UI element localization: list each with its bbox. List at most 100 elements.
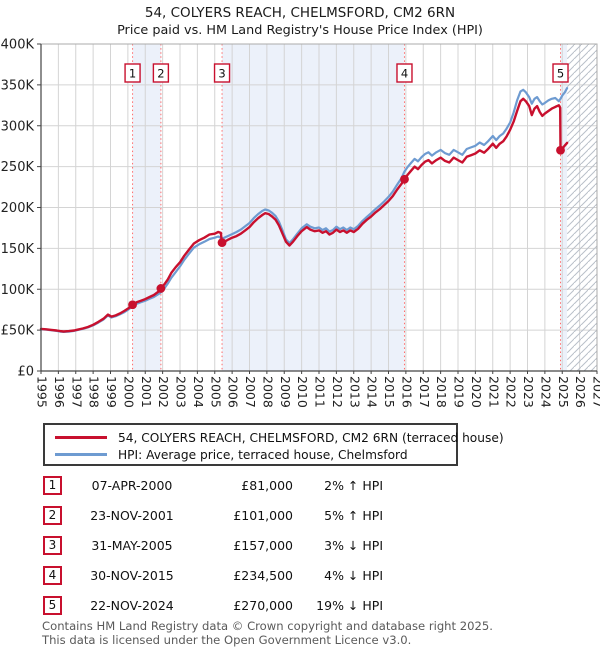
x-axis-label: 2023 — [521, 376, 536, 408]
price-chart: 1 2 3 4 5 £0 £50K £100K £150K £200K £250K £300K £35… — [0, 38, 600, 408]
x-axis-label: 2019 — [452, 376, 467, 408]
x-axis-label: 2003 — [174, 376, 189, 408]
x-axis-label: 1995 — [35, 376, 50, 408]
x-axis-label: 1997 — [69, 376, 84, 408]
y-axis-label: £350K — [0, 78, 34, 93]
sale-dot — [128, 300, 137, 310]
future-hatch-region — [567, 44, 597, 371]
hpi-line-swatch — [55, 453, 107, 456]
sale-flag-box — [124, 63, 141, 83]
sale-dot — [156, 284, 166, 293]
sale-flag-number: 5 — [557, 67, 564, 81]
series-line — [39, 86, 569, 333]
plot-frame — [37, 43, 598, 374]
property-line-swatch — [55, 436, 107, 439]
legend-row-hpi: HPI: Average price, terraced house, Chel… — [53, 446, 448, 463]
sale-vs-hpi: 19% ↓ HPI — [316, 597, 383, 613]
sale-price: £101,000 — [233, 507, 293, 523]
sale-flag-box — [152, 63, 170, 83]
x-axis-label: 1999 — [104, 376, 119, 408]
x-axis-label: 1998 — [87, 376, 102, 408]
x-axis-label: 2026 — [573, 376, 588, 408]
x-axis-label: 2000 — [121, 376, 136, 408]
x-axis-label: 1996 — [52, 376, 67, 408]
sale-price: £270,000 — [233, 597, 293, 613]
x-axis-label: 2022 — [504, 376, 519, 408]
sale-dots — [128, 145, 565, 310]
page-subtitle: Price paid vs. HM Land Registry's House … — [117, 23, 483, 38]
sale-dot — [217, 238, 227, 248]
sale-flag-number: 4 — [401, 67, 408, 81]
sale-row-1: 1 07-APR-2000 £81,000 2% ↑ HPI — [43, 470, 383, 500]
sale-date: 31-MAY-2005 — [91, 537, 173, 553]
sale-flag-box — [552, 63, 569, 83]
sale-price: £81,000 — [241, 477, 293, 493]
footer-line-1: Contains HM Land Registry data © Crown c… — [42, 619, 493, 633]
y-axis-labels: £0 £50K £100K £150K £200K £250K £300K £350K £400… — [0, 38, 34, 380]
license-footer: Contains HM Land Registry data © Crown c… — [42, 619, 493, 647]
x-axis-label: 2017 — [417, 376, 432, 408]
x-axis-label: 2024 — [538, 376, 553, 408]
sale-number-badge: 1 — [43, 475, 62, 495]
sales-table: 1 07-APR-2000 £81,000 2% ↑ HPI 2 23-NOV-… — [43, 470, 383, 620]
y-axis-label: £0 — [17, 365, 34, 380]
sale-vs-hpi: 2% ↑ HPI — [324, 477, 383, 493]
sale-price: £157,000 — [233, 537, 293, 553]
sale-dot — [556, 145, 565, 155]
x-axis-label: 2015 — [382, 376, 397, 408]
x-axis-label: 2006 — [226, 376, 241, 408]
sale-number-flags: 1 2 3 4 5 — [124, 63, 569, 83]
sale-date: 07-APR-2000 — [91, 477, 173, 493]
x-axis-label: 2007 — [243, 376, 258, 408]
sale-flag-number: 1 — [129, 67, 136, 81]
y-axis-label: £300K — [0, 119, 34, 134]
future-hatch — [567, 44, 597, 371]
sale-number-badge: 3 — [43, 535, 62, 555]
sale-number-badge: 4 — [43, 565, 62, 585]
x-axis-label: 2008 — [260, 376, 275, 408]
x-axis-label: 2016 — [399, 376, 414, 408]
x-axis-label: 2010 — [295, 376, 310, 408]
y-axis-label: £250K — [0, 160, 34, 175]
page-title: 54, COLYERS REACH, CHELMSFORD, CM2 6RN — [144, 5, 456, 21]
y-axis-label: £200K — [0, 201, 34, 216]
x-axis-label: 2009 — [278, 376, 293, 408]
x-axis-label: 2001 — [139, 376, 154, 408]
sale-price: £234,500 — [233, 567, 293, 583]
y-axis-label: £400K — [0, 38, 34, 53]
x-axis-label: 2020 — [469, 376, 484, 408]
sale-row-3: 3 31-MAY-2005 £157,000 3% ↓ HPI — [43, 530, 383, 560]
sale-row-5: 5 22-NOV-2024 £270,000 19% ↓ HPI — [43, 590, 383, 620]
legend-label-property: 54, COLYERS REACH, CHELMSFORD, CM2 6RN (… — [118, 430, 504, 445]
x-axis-labels: 1995 1996 1997 1998 1999 2000 2001 2002 2003 2004… — [35, 376, 600, 408]
sale-vs-hpi: 5% ↑ HPI — [324, 507, 383, 523]
x-axis-label: 2027 — [591, 376, 600, 408]
y-axis-label: £150K — [0, 242, 34, 257]
sale-flag-number: 2 — [157, 67, 164, 81]
sale-number-badge: 5 — [43, 595, 62, 615]
x-axis-label: 2005 — [208, 376, 223, 408]
legend-label-hpi: HPI: Average price, terraced house, Chel… — [118, 447, 408, 462]
chart-legend: 54, COLYERS REACH, CHELMSFORD, CM2 6RN (… — [43, 423, 504, 466]
sale-row-2: 2 23-NOV-2001 £101,000 5% ↑ HPI — [43, 500, 383, 530]
x-axis-label: 2018 — [434, 376, 449, 408]
sale-dot — [400, 174, 409, 184]
sale-date: 23-NOV-2001 — [90, 507, 174, 523]
x-axis-label: 2002 — [156, 376, 171, 408]
y-axis-label: £100K — [0, 283, 34, 298]
legend-row-property: 54, COLYERS REACH, CHELMSFORD, CM2 6RN (… — [53, 429, 504, 446]
series-line — [39, 97, 569, 333]
x-axis-label: 2021 — [486, 376, 501, 408]
x-axis-label: 2025 — [556, 376, 571, 408]
x-axis-label: 2013 — [347, 376, 362, 408]
x-axis-label: 2011 — [313, 376, 328, 408]
sale-flag-box — [396, 63, 413, 83]
sale-vs-hpi: 4% ↓ HPI — [324, 567, 383, 583]
sale-flag-box — [213, 63, 231, 83]
sale-row-4: 4 30-NOV-2015 £234,500 4% ↓ HPI — [43, 560, 383, 590]
sale-date: 30-NOV-2015 — [90, 567, 174, 583]
gridlines — [40, 43, 598, 372]
sale-date: 22-NOV-2024 — [90, 597, 174, 613]
price-lines — [39, 86, 569, 333]
